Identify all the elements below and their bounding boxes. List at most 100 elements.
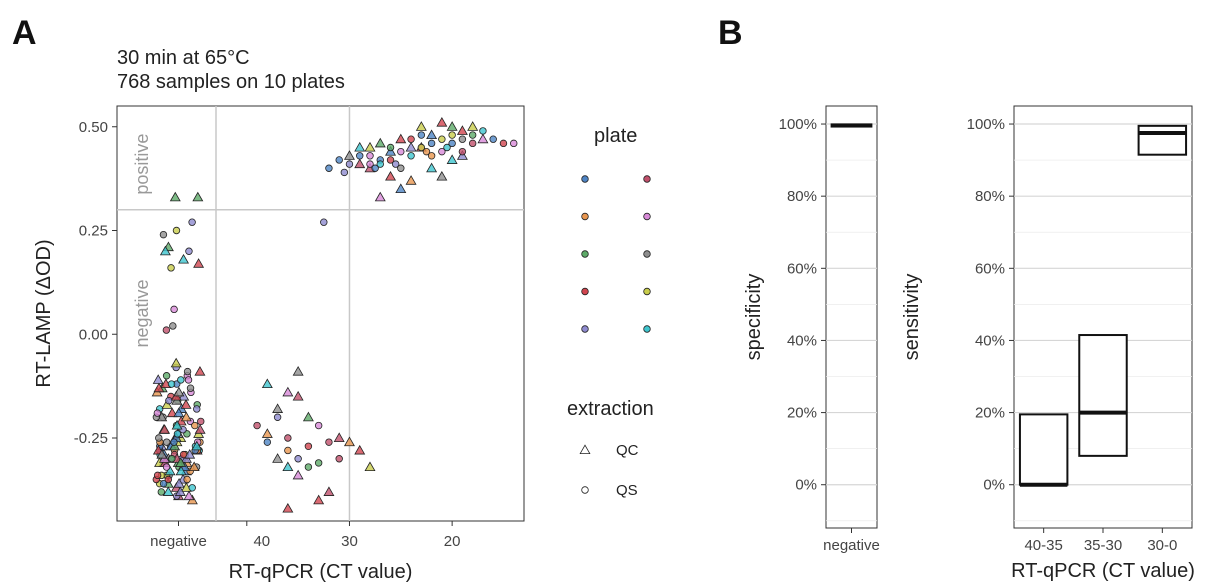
data-point-qc xyxy=(292,390,304,401)
data-point-qs xyxy=(448,139,456,148)
data-point-qs xyxy=(422,147,431,156)
negative-sample-point xyxy=(175,457,187,467)
y-tick-label: 40% xyxy=(975,332,1005,349)
negative-outlier-point xyxy=(169,322,177,330)
data-point-qc xyxy=(477,133,489,144)
data-point-qs xyxy=(386,156,395,164)
negative-cluster xyxy=(151,191,206,505)
negative-outlier-point xyxy=(178,253,190,264)
chart-title-line2: 768 samples on 10 plates xyxy=(117,71,345,93)
y-tick-label: 80% xyxy=(975,188,1005,205)
data-point-qc xyxy=(456,125,468,135)
y-tick-label: 100% xyxy=(779,116,817,133)
data-point-qc xyxy=(261,428,273,438)
negative-sample-point xyxy=(175,465,187,476)
data-point-qs xyxy=(417,143,426,152)
data-point-qc xyxy=(395,133,407,144)
negative-sample-point xyxy=(171,419,183,430)
legend-qc-symbol xyxy=(579,444,591,455)
legend-plate-swatch xyxy=(643,250,651,258)
data-point-qs xyxy=(443,143,451,152)
negative-sample-point xyxy=(162,463,171,471)
y-tick-label: 0% xyxy=(795,477,817,494)
negative-sample-point xyxy=(163,438,171,446)
data-point-qc xyxy=(292,469,304,480)
data-point-qc xyxy=(343,150,355,160)
data-point-qs xyxy=(407,152,415,160)
data-point-qc xyxy=(426,129,438,140)
negative-sample-point xyxy=(164,475,173,484)
data-point-qc xyxy=(385,170,397,181)
y-tick-label: 20% xyxy=(787,405,817,422)
x-axis-title: RT-qPCR (CT value) xyxy=(229,561,413,582)
negative-sample-point xyxy=(180,411,192,422)
negative-sample-point xyxy=(168,455,176,463)
data-point-qc xyxy=(302,411,314,422)
data-point-qs xyxy=(294,455,302,463)
negative-sample-point xyxy=(167,380,176,388)
data-point-qc xyxy=(354,158,366,169)
data-point-qs xyxy=(499,139,508,148)
data-point-qs xyxy=(366,160,374,168)
data-point-qs xyxy=(314,459,323,467)
crossbar-box xyxy=(1078,334,1128,457)
data-point-qs xyxy=(438,135,446,143)
negative-outlier-point xyxy=(188,218,196,226)
series-qs xyxy=(253,127,518,471)
data-point-qs xyxy=(304,442,313,450)
negative-sample-point xyxy=(173,478,185,488)
sensitivity-panel: 0% 20% 40% 60% 80% 100% 40-35 35-30 30-0 sensitiv… xyxy=(901,105,1195,582)
data-point-qc xyxy=(374,137,386,148)
data-point-qs xyxy=(376,160,384,168)
specificity-panel: 0% 20% 40% 60% 80% 100% negative specificity xyxy=(743,105,880,554)
data-point-qs xyxy=(284,446,292,455)
negative-sample-point xyxy=(173,407,185,418)
y-tick-label: 0.25 xyxy=(79,223,108,240)
x-tick-label: 30 xyxy=(341,533,358,550)
x-tick-label: negative xyxy=(823,537,880,554)
negative-sample-point xyxy=(183,367,192,376)
data-point-qc xyxy=(282,386,294,397)
data-point-qs xyxy=(371,164,379,172)
data-point-qc xyxy=(282,461,294,472)
data-point-qs xyxy=(284,434,292,442)
negative-sample-point xyxy=(162,486,174,496)
negative-sample-point xyxy=(191,440,203,451)
legend-plate-swatch xyxy=(643,175,651,183)
legend-plate-swatch xyxy=(643,212,651,221)
negative-sample-point xyxy=(162,372,171,380)
data-point-qc xyxy=(405,141,417,152)
negative-sample-point xyxy=(193,405,201,413)
negative-outlier-point xyxy=(193,258,205,268)
data-point-qs xyxy=(391,160,400,168)
data-point-qc xyxy=(467,121,479,131)
legend-plate-swatch xyxy=(581,250,589,258)
data-point-qc xyxy=(292,365,304,376)
negative-sample-point xyxy=(184,376,193,384)
y-tick-label: -0.25 xyxy=(74,430,108,447)
data-point-qs xyxy=(407,135,415,143)
data-point-qs xyxy=(386,143,395,152)
data-point-qc xyxy=(313,494,325,505)
negative-outlier-point xyxy=(172,226,181,235)
data-point-qc xyxy=(446,154,458,164)
data-point-qs xyxy=(489,135,497,143)
negative-sample-point xyxy=(183,475,191,484)
data-point-qs xyxy=(427,152,436,160)
legend-plate-swatch xyxy=(643,325,651,333)
y-tick-label: 60% xyxy=(975,260,1005,277)
data-point-qs xyxy=(273,413,282,421)
data-point-qs xyxy=(335,455,343,463)
legend-plate-swatch xyxy=(581,325,589,333)
negative-outlier-point xyxy=(185,247,193,255)
negative-sample-point xyxy=(159,479,168,488)
negative-sample-point xyxy=(183,490,195,501)
data-point-qc xyxy=(282,502,294,513)
negative-sample-point xyxy=(186,384,195,392)
negative-outlier-point xyxy=(170,305,178,314)
x-tick-label: 35-30 xyxy=(1084,537,1122,554)
data-point-qs xyxy=(448,131,456,139)
legend-plate-swatch xyxy=(581,175,589,183)
data-point-qc xyxy=(343,436,355,447)
